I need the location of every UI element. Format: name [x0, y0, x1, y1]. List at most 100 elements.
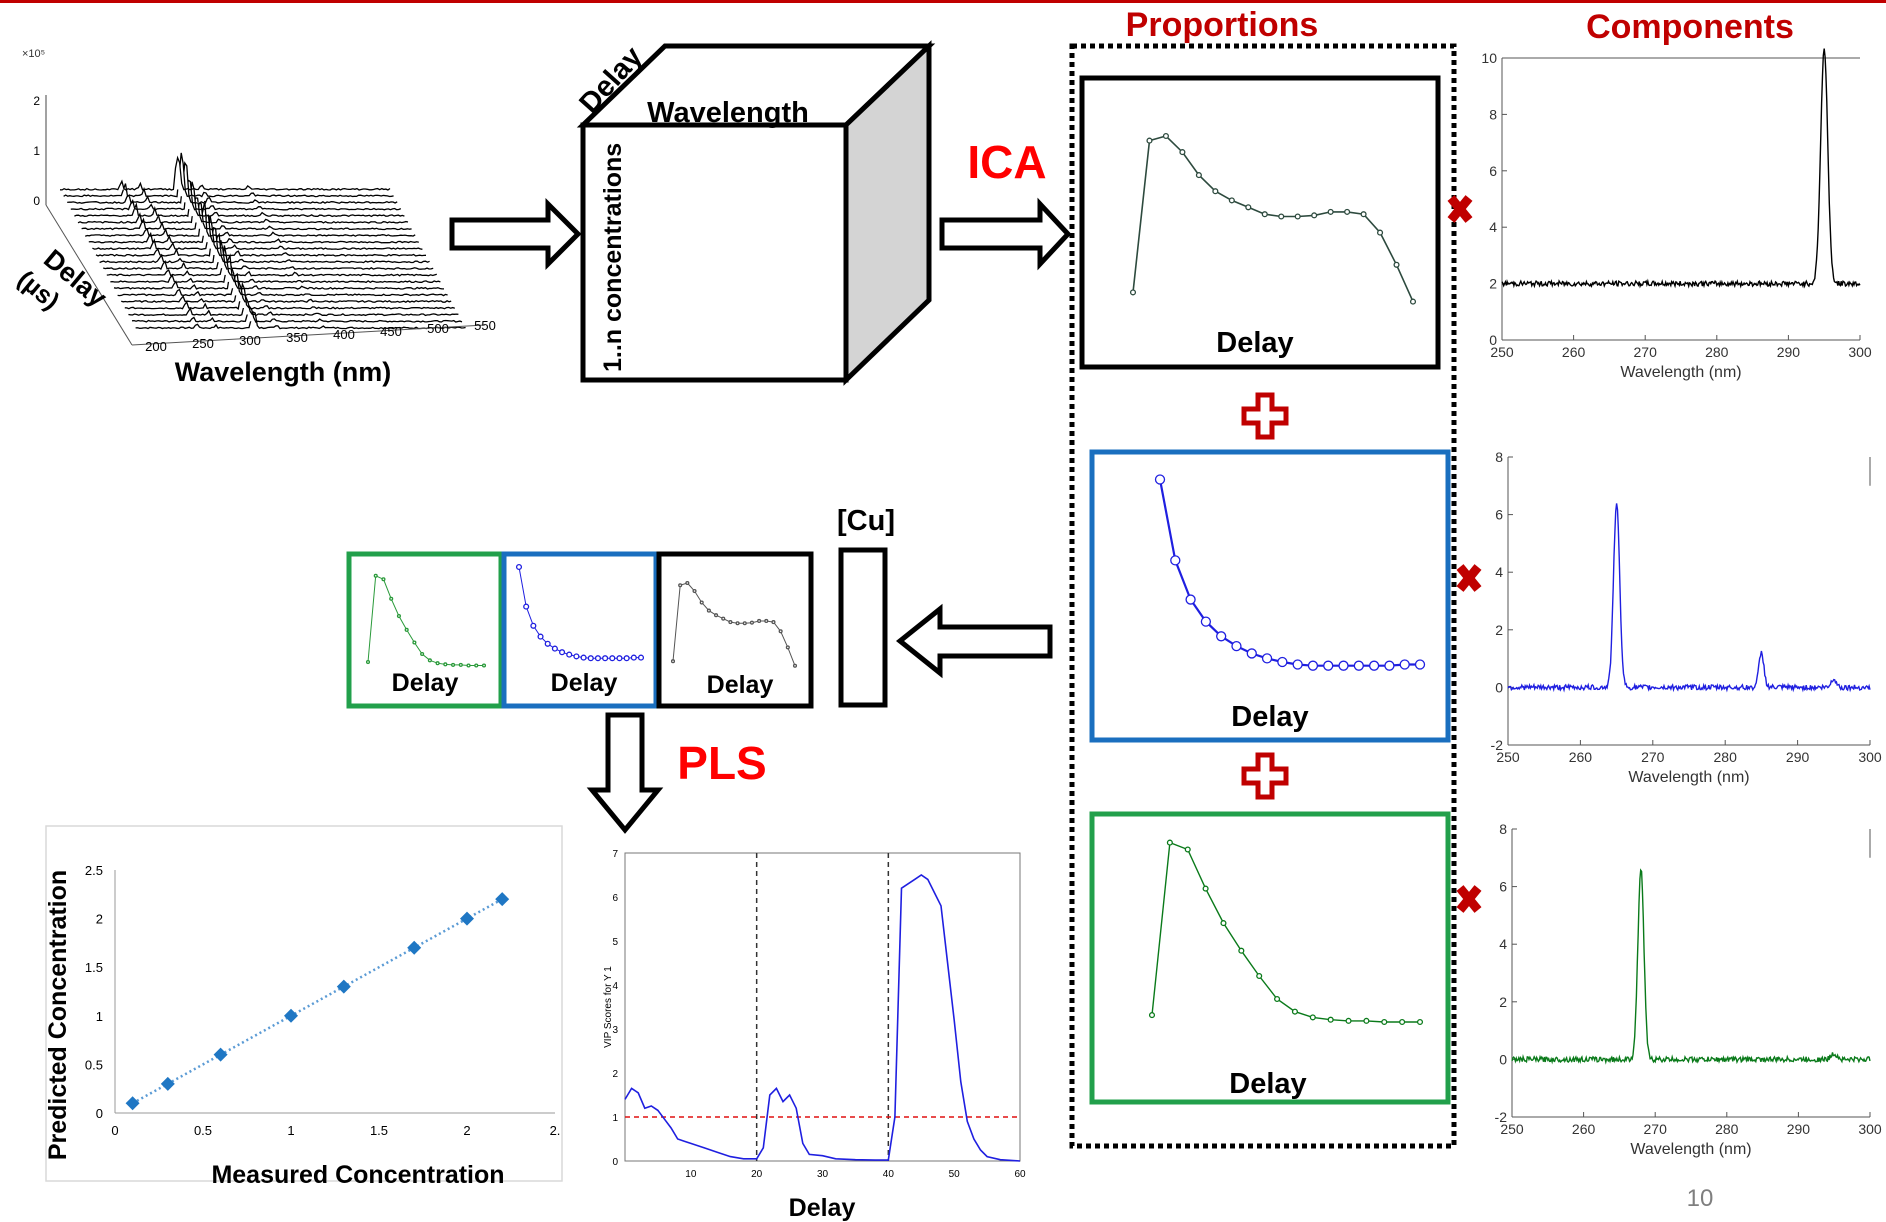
vip-x-label: Delay	[789, 1194, 856, 1222]
proportion-point	[544, 640, 551, 647]
component-spectrum-line	[1501, 48, 1861, 289]
proportion-point	[692, 588, 697, 594]
vip-x-tick: 20	[751, 1169, 763, 1180]
waterfall-x-label: Wavelength (nm)	[175, 357, 392, 387]
component-x-tick: 250	[1490, 344, 1514, 360]
proportion-point	[1162, 132, 1169, 140]
component-spectrum-line	[1507, 503, 1871, 693]
proportion-point	[678, 583, 683, 588]
calibration-y-tick: 2.5	[85, 863, 103, 878]
small-curve-blue	[515, 563, 645, 662]
calibration-x-tick: 0.5	[194, 1123, 212, 1138]
proportion-point	[630, 654, 637, 661]
proportion-point	[1184, 846, 1191, 853]
proportion-point	[771, 620, 776, 625]
data-cube: Wavelength Delay 1..n concentrations	[573, 40, 936, 386]
cube-front-label: 1..n concentrations	[599, 143, 627, 372]
component-spectrum-line	[1511, 868, 1871, 1065]
waterfall-x-tick: 250	[192, 336, 214, 351]
calibration-point	[460, 911, 474, 926]
proportion-point	[412, 640, 417, 645]
proportion-point	[670, 659, 676, 664]
proportion-point	[778, 629, 783, 634]
vip-y-tick: 7	[612, 849, 618, 860]
calibration-point	[160, 1076, 175, 1091]
proportion-point	[1360, 211, 1367, 218]
waterfall-trace	[59, 155, 391, 191]
proportion-point	[785, 645, 790, 650]
proportion-point	[1309, 1014, 1316, 1021]
proportion-point	[373, 573, 378, 578]
proportion-point	[1195, 172, 1202, 179]
component-x-tick: 280	[1705, 344, 1729, 360]
waterfall-trace	[113, 265, 444, 290]
calibration-x-tick: 0	[111, 1123, 118, 1138]
component-y-tick: 4	[1499, 936, 1507, 952]
proportion-point	[1294, 213, 1301, 220]
waterfall-x-tick: 500	[427, 321, 449, 336]
proportion-point	[381, 577, 386, 582]
component-y-tick: -2	[1495, 1109, 1508, 1125]
calibration-trendline	[131, 898, 503, 1105]
calibration-x-tick: 1.5	[370, 1123, 388, 1138]
vip-y-tick: 5	[612, 937, 618, 948]
cu-vector	[838, 547, 888, 708]
component-x-tick: 280	[1714, 749, 1738, 765]
proportion-point	[1154, 474, 1166, 485]
proportion-point	[523, 603, 530, 610]
vip-x-tick: 50	[949, 1169, 961, 1180]
component-y-tick: 2	[1499, 994, 1507, 1010]
arrow-to-matrix	[895, 603, 1053, 679]
proportion-point	[573, 653, 580, 660]
waterfall-plot: ×10⁵ 0 1 2 200 250 300 350 400 450 500 550 Wave…	[12, 48, 496, 387]
vip-chart: 0 1 2 3 4 5 6 7 10 20 30 40 50 60 VIP Scores for Y 1 De…	[603, 849, 1026, 1222]
proportion-point	[1200, 616, 1212, 627]
proportion-panel-green	[1089, 811, 1451, 1105]
calibration-point	[495, 892, 510, 907]
small-panel-green	[346, 551, 504, 709]
small-panel-blue	[501, 551, 659, 709]
arrow-to-cube	[449, 197, 582, 271]
component-x-tick: 290	[1777, 344, 1801, 360]
proportion-point	[515, 563, 523, 571]
vip-x-tick: 10	[685, 1169, 697, 1180]
proportion-point	[1202, 885, 1209, 892]
component-x-tick: 250	[1500, 1121, 1524, 1137]
proportion-point	[580, 654, 587, 661]
waterfall-trace	[99, 232, 430, 264]
proportion-point	[1256, 972, 1263, 980]
vip-x-tick: 30	[817, 1169, 829, 1180]
proportion-point	[1274, 995, 1281, 1003]
proportion-point	[1170, 555, 1181, 566]
component-y-tick: 4	[1495, 564, 1503, 580]
proportion-point	[1216, 631, 1227, 642]
proportion-point	[685, 580, 690, 586]
proportion-point	[566, 651, 573, 658]
component-x-tick: 260	[1572, 1121, 1596, 1137]
waterfall-trace	[95, 226, 427, 257]
proportion-point	[1338, 660, 1349, 671]
component-x-tick: 270	[1634, 344, 1658, 360]
proportion-point	[1377, 229, 1384, 236]
proportion-point	[1166, 839, 1173, 846]
component-chart-blue: -2 0 2 4 6 8 250 260 270 280 290 300 Wavelength (nm)	[1491, 449, 1882, 786]
proportion-point	[1409, 298, 1417, 305]
proportion-point	[1261, 653, 1273, 664]
component-x-tick: 280	[1715, 1121, 1739, 1137]
component-chart-green: -2 0 2 4 6 8 250 260 270 280 290 300 Wavelength (nm)	[1495, 821, 1882, 1158]
proportion-point	[1277, 656, 1288, 668]
waterfall-trace	[70, 179, 402, 211]
waterfall-trace	[84, 200, 416, 237]
waterfall-trace	[67, 161, 398, 205]
component-x-tick: 270	[1641, 749, 1665, 765]
multiply-icon	[1456, 885, 1482, 913]
component-x-tick: 300	[1858, 749, 1882, 765]
component-x-label: Wavelength (nm)	[1630, 1141, 1751, 1158]
proportion-point	[404, 627, 409, 632]
calibration-x-tick: 1	[287, 1123, 294, 1138]
proportion-point	[559, 649, 566, 656]
components-title: Components	[1586, 8, 1794, 46]
proportion-point	[742, 621, 747, 626]
component-x-tick: 290	[1786, 749, 1810, 765]
proportion-point	[637, 654, 645, 661]
